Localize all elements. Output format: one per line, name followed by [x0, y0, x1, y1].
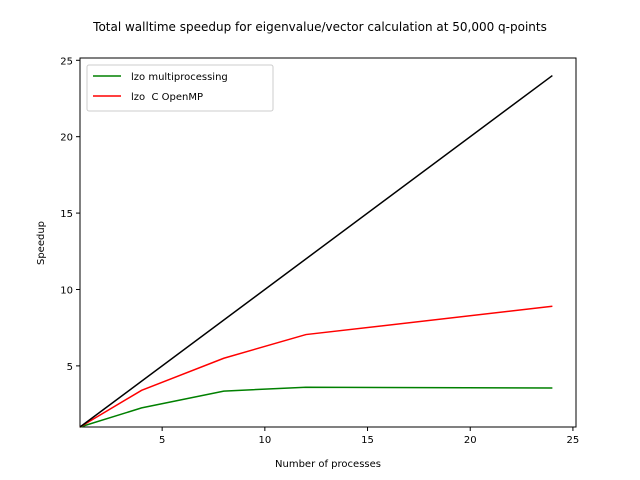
- chart-title: Total walltime speedup for eigenvalue/ve…: [92, 20, 547, 34]
- ticks-layer: 5 10 15 20 25 5 10 15 20 25: [60, 56, 579, 446]
- series-line-lzo-c-openmp: [79, 305, 553, 428]
- y-tick-label: 10: [60, 285, 73, 296]
- y-tick-label: 20: [60, 133, 73, 144]
- y-tick-label: 25: [60, 56, 73, 67]
- x-tick-label: 10: [258, 435, 271, 446]
- y-tick-label: 5: [67, 362, 73, 373]
- legend-label-lzo-c-openmp: lzo C OpenMP: [131, 92, 203, 103]
- legend-label-lzo-multiprocessing: lzo multiprocessing: [131, 72, 228, 83]
- legend: lzo multiprocessing lzo C OpenMP: [86, 64, 274, 112]
- legend-box: [86, 64, 274, 112]
- series-line-ideal-linear: [79, 74, 553, 428]
- x-tick-label: 15: [361, 435, 374, 446]
- series-layer: [79, 74, 553, 428]
- x-tick-label: 20: [464, 435, 477, 446]
- y-tick-label: 15: [60, 209, 73, 220]
- x-axis-label: Number of processes: [275, 459, 381, 470]
- x-tick-label: 5: [159, 435, 165, 446]
- plot-area: [79, 57, 577, 428]
- x-tick-label: 25: [567, 435, 580, 446]
- y-axis-label: Speedup: [36, 221, 47, 265]
- series-line-lzo-multiprocessing: [79, 386, 553, 428]
